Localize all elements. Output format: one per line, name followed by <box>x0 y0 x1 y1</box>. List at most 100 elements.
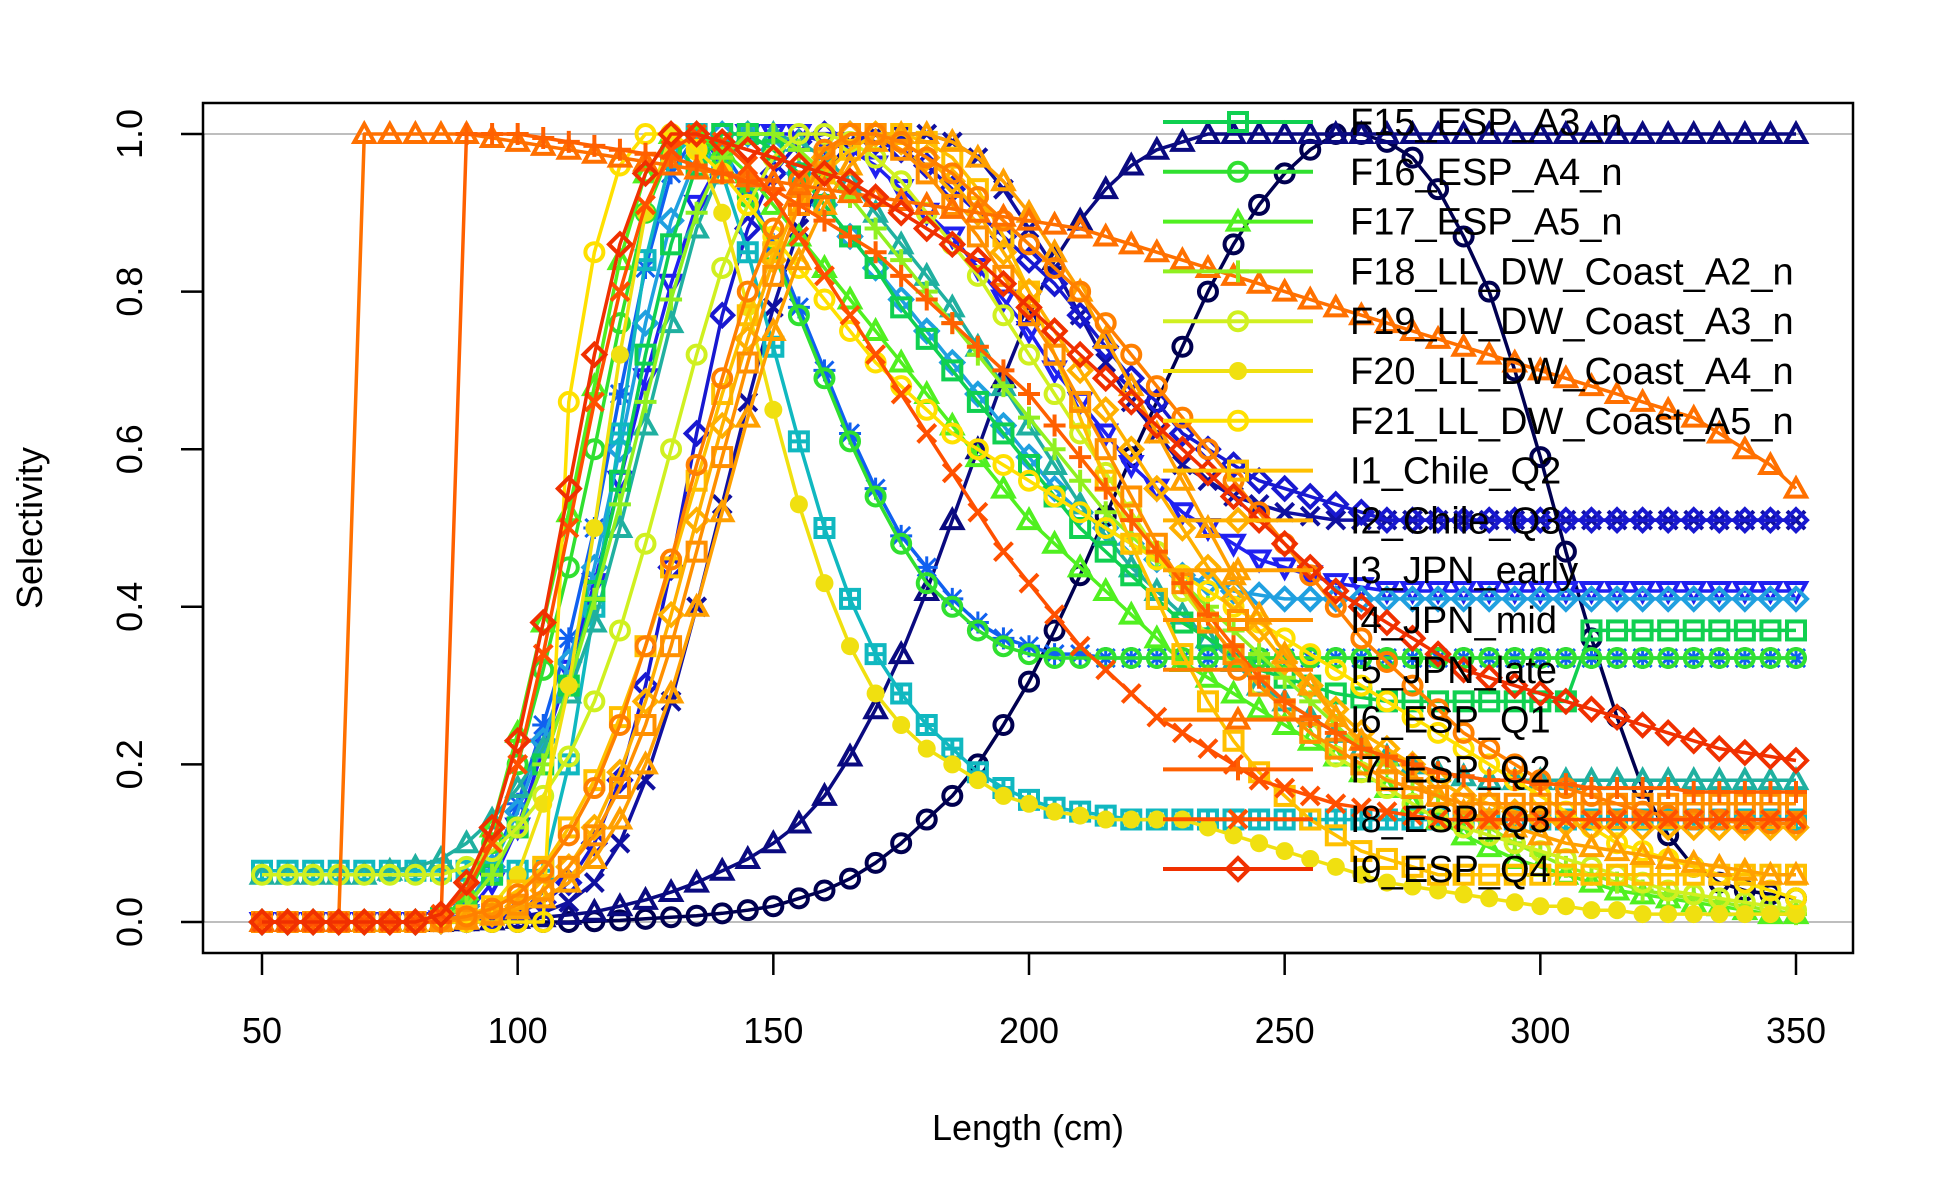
data-point <box>1194 513 1222 538</box>
data-point <box>1350 797 1372 819</box>
data-point <box>1580 777 1603 800</box>
data-point <box>989 269 1018 298</box>
data-point <box>1015 246 1043 274</box>
data-point <box>1296 119 1324 144</box>
data-point <box>990 474 1017 499</box>
data-point <box>632 750 659 775</box>
data-point <box>1759 647 1782 670</box>
data-point <box>1120 343 1143 366</box>
data-point <box>634 714 657 736</box>
data-point <box>1018 469 1040 492</box>
data-point <box>815 574 834 593</box>
data-point <box>634 532 657 555</box>
data-point <box>1705 119 1733 144</box>
data-point <box>1761 905 1780 924</box>
data-point <box>1350 686 1373 709</box>
data-point <box>1449 506 1478 534</box>
data-point <box>762 217 785 240</box>
data-point <box>1503 863 1526 886</box>
data-point <box>1040 317 1069 345</box>
data-point <box>1401 146 1424 169</box>
data-point <box>708 128 737 156</box>
data-point <box>1219 482 1248 511</box>
data-point <box>1424 766 1452 794</box>
x-tick-label: 50 <box>242 1010 282 1051</box>
data-point <box>1271 277 1299 302</box>
series-line-24 <box>262 132 1797 924</box>
data-point <box>557 745 580 768</box>
data-point <box>608 138 631 161</box>
data-point <box>711 902 734 925</box>
data-point <box>1554 863 1577 886</box>
data-point <box>1478 863 1501 886</box>
data-point <box>609 832 631 854</box>
data-point <box>1628 506 1657 534</box>
data-point <box>1449 782 1478 810</box>
y-tick-label: 0.6 <box>109 424 150 474</box>
data-point <box>1117 600 1145 625</box>
data-point <box>1757 450 1784 475</box>
data-point <box>890 383 912 405</box>
legend-marker <box>1227 658 1249 681</box>
data-point <box>1018 453 1040 476</box>
data-point <box>685 201 708 224</box>
data-point <box>1733 619 1756 642</box>
data-point <box>632 885 659 910</box>
data-point <box>1296 671 1325 700</box>
data-point <box>376 119 404 144</box>
data-point <box>1580 863 1603 886</box>
data-point <box>1092 423 1120 448</box>
data-point <box>583 777 606 800</box>
data-point <box>1659 905 1678 924</box>
data-point <box>966 438 989 461</box>
data-point <box>994 786 1013 805</box>
data-point <box>811 175 838 200</box>
data-point <box>1657 804 1680 827</box>
data-point <box>1606 809 1628 830</box>
legend-label: I7_ESP_Q2 <box>1350 749 1551 791</box>
data-point <box>862 695 889 720</box>
data-point <box>1373 309 1401 334</box>
data-point <box>943 755 962 774</box>
data-point <box>1603 379 1631 405</box>
data-point <box>836 178 864 204</box>
data-point <box>1475 119 1503 144</box>
data-point <box>1785 809 1807 830</box>
data-point <box>1552 364 1580 389</box>
data-point <box>1679 585 1708 613</box>
data-point <box>506 816 529 839</box>
data-point <box>1734 809 1756 830</box>
data-point <box>762 895 785 918</box>
data-point <box>1733 647 1756 670</box>
data-point <box>1069 501 1092 524</box>
data-point <box>1120 485 1143 508</box>
data-point <box>634 343 657 366</box>
legend-entry: I5_JPN_late <box>1163 650 1557 692</box>
data-point <box>1398 624 1427 653</box>
data-point <box>682 120 711 148</box>
data-point <box>682 419 711 448</box>
data-point <box>1478 809 1500 830</box>
data-point <box>862 316 889 341</box>
data-point <box>1094 540 1117 563</box>
data-point <box>811 781 838 806</box>
data-point <box>736 280 759 303</box>
data-point <box>1194 553 1222 582</box>
data-point <box>506 792 529 815</box>
legend-entry: I7_ESP_Q2 <box>1163 749 1551 791</box>
data-point <box>915 162 938 185</box>
data-point <box>839 304 861 326</box>
data-point <box>1299 706 1322 729</box>
data-point <box>1220 533 1247 558</box>
data-point <box>1682 647 1705 670</box>
data-point <box>992 359 1015 382</box>
data-point <box>401 908 430 936</box>
data-point <box>1731 506 1759 534</box>
data-point <box>1782 474 1810 499</box>
data-point <box>864 485 887 508</box>
data-point <box>606 143 634 168</box>
data-point <box>1043 619 1066 642</box>
data-point <box>1552 687 1580 716</box>
data-point <box>915 808 938 831</box>
data-point <box>1503 647 1526 670</box>
